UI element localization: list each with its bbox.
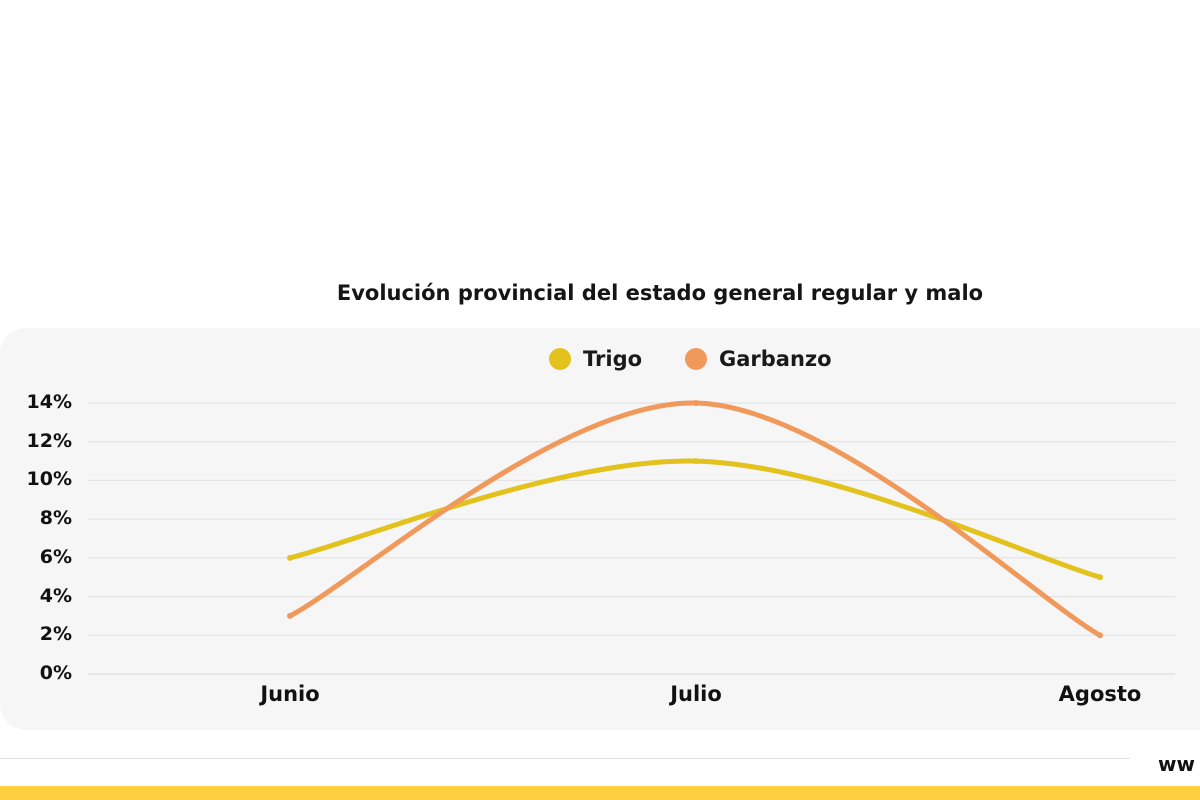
data-point-garbanzo xyxy=(287,612,293,619)
legend-label-garbanzo: Garbanzo xyxy=(719,347,832,371)
y-tick-label: 14% xyxy=(26,391,72,413)
x-tick-label: Junio xyxy=(260,682,320,706)
y-tick-label: 0% xyxy=(39,662,72,684)
footer-divider xyxy=(0,758,1130,759)
y-tick-label: 4% xyxy=(39,584,72,607)
legend-item-trigo: Trigo xyxy=(549,347,642,371)
data-point-garbanzo xyxy=(1097,632,1103,639)
y-tick-label: 10% xyxy=(26,468,72,491)
y-tick-label: 2% xyxy=(39,623,72,646)
chart-title: Evolución provincial del estado general … xyxy=(336,281,984,305)
bottom-accent-bar xyxy=(0,786,1200,800)
chart-panel xyxy=(0,328,1200,730)
y-tick-label: 12% xyxy=(26,429,72,452)
legend-item-garbanzo: Garbanzo xyxy=(685,347,832,371)
legend-label-trigo: Trigo xyxy=(583,347,643,371)
data-point-trigo xyxy=(1097,574,1103,581)
data-point-garbanzo xyxy=(693,400,699,406)
y-tick-label: 6% xyxy=(39,545,72,568)
legend-dot-garbanzo-icon xyxy=(685,348,707,370)
x-tick-label: Julio xyxy=(670,682,722,706)
data-point-trigo xyxy=(693,458,699,465)
footer-url-text: ww xyxy=(1158,752,1195,776)
data-point-trigo xyxy=(287,554,293,561)
x-tick-label: Agosto xyxy=(1058,682,1142,706)
legend-dot-trigo-icon xyxy=(549,348,571,370)
y-tick-label: 8% xyxy=(39,507,72,530)
